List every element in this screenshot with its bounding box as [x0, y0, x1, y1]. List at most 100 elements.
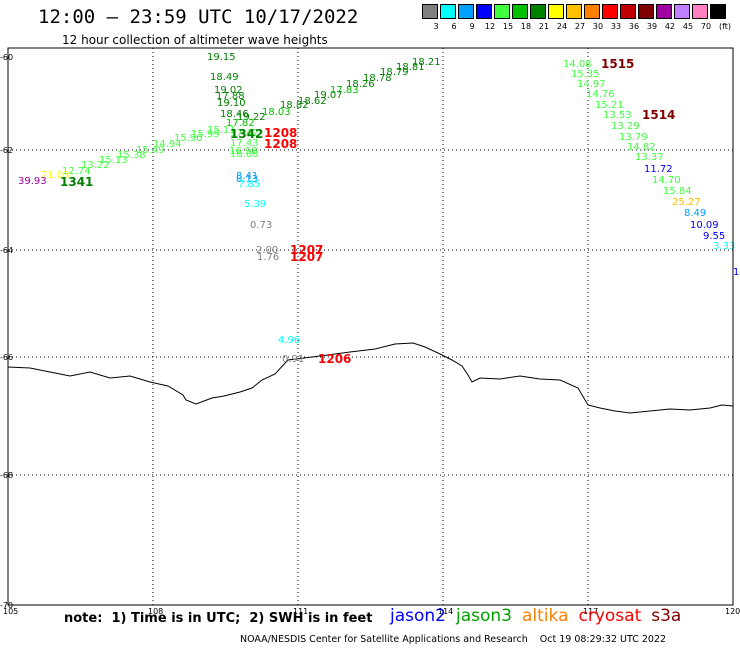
swh-value: 12.74 [62, 166, 91, 177]
scale-label: 39 [646, 22, 658, 31]
pass-id-label: 1514 [642, 108, 675, 122]
swh-value: 14.94 [153, 139, 182, 150]
scale-swatch [602, 4, 618, 19]
swh-value: 7.85 [238, 179, 260, 190]
scale-swatch [476, 4, 492, 19]
scale-swatch [638, 4, 654, 19]
scale-swatch [494, 4, 510, 19]
swh-value: 13.29 [611, 121, 640, 132]
swh-value: 11.72 [644, 164, 673, 175]
swh-value: 10 [733, 267, 740, 278]
scale-label: 24 [556, 22, 568, 31]
pass-id-label: 1207 [290, 250, 323, 264]
lat-tick-label: -66 [0, 353, 13, 362]
scale-label: 15 [502, 22, 514, 31]
scale-swatch [620, 4, 636, 19]
lat-tick-label: -62 [0, 146, 13, 155]
satellite-legend: jason2 jason3 altika cryosat s3a [390, 606, 691, 626]
swh-value: 13.22 [81, 160, 110, 171]
pass-id-label: 1208 [264, 126, 297, 140]
lon-tick-label: 111 [293, 607, 308, 616]
swh-value: 17.83 [330, 85, 359, 96]
credit-line: NOAA/NESDIS Center for Satellite Applica… [240, 634, 667, 645]
swh-value: 18.26 [346, 79, 375, 90]
scale-label: 42 [664, 22, 676, 31]
swh-value: 15.21 [595, 100, 624, 111]
swh-value: 19.15 [207, 52, 236, 63]
swh-value: 14.97 [577, 79, 606, 90]
scale-swatch [458, 4, 474, 19]
swh-value: 13.37 [635, 152, 664, 163]
swh-value: 13.53 [603, 110, 632, 121]
scale-swatch [692, 4, 708, 19]
swh-value: 16.98 [229, 146, 258, 157]
scale-swatch [656, 4, 672, 19]
swh-value: 17.88 [216, 91, 245, 102]
swh-value: 0.91 [282, 354, 304, 365]
lat-tick-label: -64 [0, 246, 13, 255]
swh-value: 8.13 [236, 174, 258, 185]
swh-value: 25.27 [672, 197, 701, 208]
scale-swatch [440, 4, 456, 19]
axis-tick-labels: 105 108 111 114 117 120 -60 -62 -64 -66 -68 -70 [0, 53, 740, 616]
footer-note: note: 1) Time is in UTC; 2) SWH is in fe… [64, 611, 373, 626]
scale-label: 36 [628, 22, 640, 31]
swh-value: 13.79 [619, 132, 648, 143]
swh-value: 21.03 [41, 170, 70, 181]
swh-value: 15.49 [136, 145, 165, 156]
scale-swatch [674, 4, 690, 19]
scale-label: 6 [451, 22, 457, 31]
scale-label: 30 [592, 22, 604, 31]
swh-value: 15.11 [207, 125, 236, 136]
legend-altika: altika [522, 606, 569, 626]
lat-tick-label: -68 [0, 471, 13, 480]
pass-id-label: 1341 [60, 175, 93, 189]
antarctic-coastline [7, 342, 734, 414]
swh-value: 10.09 [690, 220, 719, 231]
scale-swatch [710, 4, 726, 19]
map-subtitle: 12 hour collection of altimeter wave hei… [62, 33, 328, 47]
swh-value: 9.55 [703, 231, 725, 242]
lon-tick-label: 114 [438, 607, 453, 616]
swh-value: 15.13 [99, 155, 128, 166]
swh-value: 14.76 [586, 89, 615, 100]
scale-unit: (ft) [718, 22, 732, 31]
swh-value: 19.22 [237, 112, 266, 123]
swh-value: 8.41 [236, 171, 258, 182]
swh-value: 19.07 [314, 90, 343, 101]
scale-swatch [530, 4, 546, 19]
pass-id-label: 1207 [290, 243, 323, 257]
swh-value: 18.81 [396, 62, 425, 73]
swh-value: 14.08 [563, 59, 592, 70]
swh-value: 16.06 [230, 149, 259, 160]
map-title: 12:00 – 23:59 UTC 10/17/2022 [38, 6, 359, 28]
scale-label: 21 [538, 22, 550, 31]
scale-label: 12 [484, 22, 496, 31]
scale-label: 45 [682, 22, 694, 31]
swh-value: 1.76 [257, 252, 279, 263]
swh-value: 18.21 [412, 57, 441, 68]
swh-value: 14.70 [652, 175, 681, 186]
pass-id-label: 1208 [264, 137, 297, 151]
scale-label: 18 [520, 22, 532, 31]
swh-value: 18.46 [220, 109, 249, 120]
legend-cryosat: cryosat [578, 606, 642, 626]
lon-tick-label: 117 [583, 607, 598, 616]
scale-swatch [548, 4, 564, 19]
swh-value: 8.49 [684, 208, 706, 219]
swh-value: 18.03 [262, 107, 291, 118]
legend-s3a: s3a [651, 606, 682, 626]
swh-value: 18.79 [380, 67, 409, 78]
swh-value: 15.35 [571, 69, 600, 80]
legend-jason3: jason3 [456, 606, 512, 626]
swh-value: 0.73 [250, 220, 272, 231]
scale-swatch [422, 4, 438, 19]
pass-id-label: 1206 [318, 352, 351, 366]
scale-label: 9 [469, 22, 475, 31]
scale-label: 70 [700, 22, 712, 31]
swh-value: 2.00 [256, 245, 278, 256]
swh-value: 18.78 [363, 73, 392, 84]
swh-value: 15.99 [191, 129, 220, 140]
lon-tick-label: 105 [3, 607, 18, 616]
